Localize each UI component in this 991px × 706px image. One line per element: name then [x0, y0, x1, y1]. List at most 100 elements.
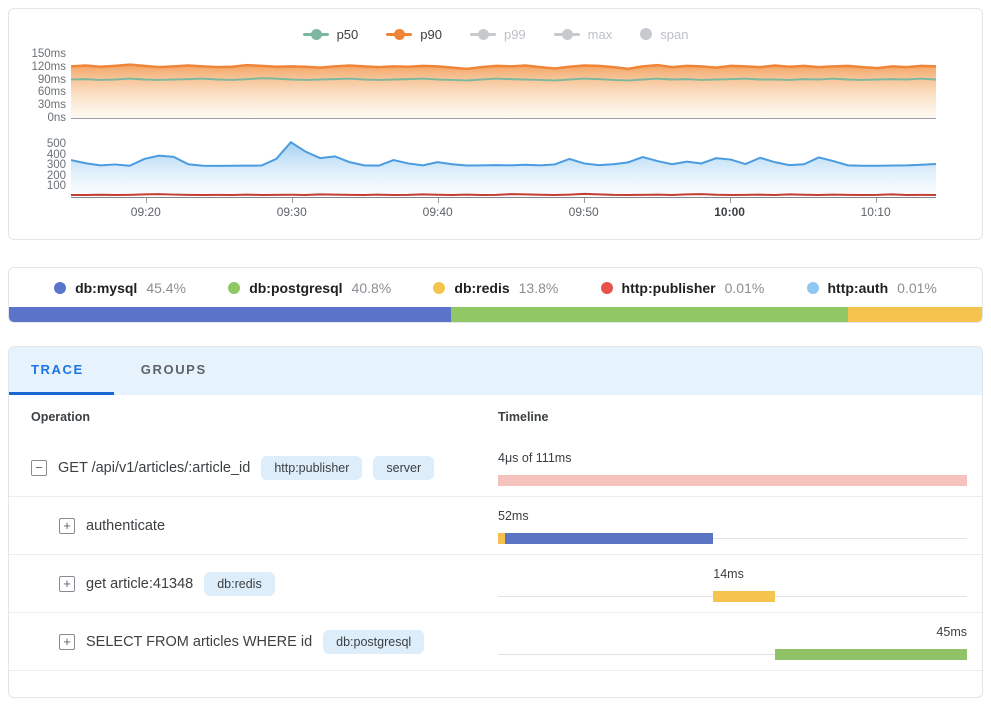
trace-row: + SELECT FROM articles WHERE id db:postgre…	[9, 613, 982, 671]
span-bar-segment[interactable]	[498, 475, 967, 486]
http-auth-dot-icon	[806, 281, 819, 294]
chip-http-publisher: http:publisher	[261, 455, 363, 480]
latency-panel: p50 p90 p99 max span 150ms 120ms 90ms 60ms 30ms 0…	[8, 8, 983, 240]
chip-server: server	[373, 455, 435, 480]
breakdown-label: db:postgresql	[249, 279, 343, 296]
y-tick-label: 30ms	[37, 99, 66, 112]
tab-groups[interactable]: GROUPS	[140, 362, 207, 377]
duration-label: 14ms	[713, 567, 744, 581]
p50-legend-marker-icon	[302, 28, 329, 40]
breakdown-label: http:auth	[827, 279, 889, 296]
chart-legend: p50 p90 p99 max span	[9, 22, 982, 46]
breakdown-bar	[9, 307, 982, 322]
breakdown-label: db:redis	[454, 279, 510, 296]
breakdown-item-db-postgresql[interactable]: db:postgresql 40.8%	[228, 280, 391, 296]
trace-rows: − GET /api/v1/articles/:article_id http:pu…	[9, 439, 982, 671]
operation-cell: + get article:41348 db:redis	[9, 555, 498, 612]
legend-item-span[interactable]: span	[640, 27, 688, 42]
x-tick-mark	[291, 197, 293, 203]
timeline-cell: 52ms	[498, 497, 982, 554]
x-tick-label: 09:30	[276, 204, 307, 219]
breakdown-bar-segment[interactable]	[9, 307, 451, 322]
span-bar-track	[498, 533, 967, 544]
db-mysql-dot-icon	[54, 281, 67, 294]
x-tick-mark	[145, 197, 147, 203]
x-tick-label: 10:00	[714, 204, 745, 219]
chip-db-redis: db:redis	[204, 571, 275, 596]
y-tick-label: 300	[46, 159, 66, 172]
legend-label: span	[660, 26, 689, 42]
latency-plot	[71, 54, 936, 119]
timeline-guide-line	[498, 538, 967, 539]
collapse-icon[interactable]: −	[31, 459, 47, 476]
breakdown-bar-segment[interactable]	[847, 307, 982, 322]
span-bar-segment[interactable]	[498, 533, 506, 544]
timeline-cell: 4μs of 111ms	[498, 439, 982, 496]
x-tick-mark	[729, 197, 731, 203]
x-tick-mark	[437, 197, 439, 203]
y-tick-label: 60ms	[37, 86, 66, 99]
span-bar-segment[interactable]	[713, 591, 776, 602]
span-bar-track	[498, 649, 967, 660]
db-redis-dot-icon	[433, 281, 446, 294]
expand-icon[interactable]: +	[59, 575, 75, 592]
breakdown-percentage: 40.8%	[351, 279, 392, 296]
trace-row: + get article:41348 db:redis 14ms	[9, 555, 982, 613]
breakdown-item-http-publisher[interactable]: http:publisher 0.01%	[600, 279, 764, 296]
tab-trace[interactable]: TRACE	[9, 347, 114, 395]
duration-label: 45ms	[936, 625, 967, 639]
y-tick-label: 500	[46, 138, 66, 151]
trace-row: + authenticate 52ms	[9, 497, 982, 555]
legend-label: p99	[503, 26, 526, 42]
max-legend-marker-icon	[553, 28, 580, 40]
http-publisher-dot-icon	[600, 281, 613, 294]
timeline-guide-line	[498, 654, 967, 655]
breakdown-panel: db:mysql 45.4% db:postgresql 40.8% db:redis 1…	[8, 267, 983, 323]
operation-cell: + SELECT FROM articles WHERE id db:postgre…	[9, 613, 498, 670]
breakdown-item-http-auth[interactable]: http:auth 0.01%	[806, 279, 937, 296]
x-axis-labels: 09:20 09:30 09:40 09:50 10:00 10:10	[71, 205, 936, 223]
p90-legend-marker-icon	[386, 28, 413, 40]
operation-label: GET /api/v1/articles/:article_id	[58, 459, 251, 476]
span-bar-segment[interactable]	[505, 533, 714, 544]
expand-icon[interactable]: +	[59, 517, 75, 534]
throughput-chart-block: 500 400 300 200 100	[9, 138, 982, 203]
legend-label: p90	[420, 26, 442, 42]
operation-label: authenticate	[86, 517, 166, 534]
legend-label: p50	[336, 26, 359, 42]
timeline-cell: 14ms	[498, 555, 982, 612]
duration-label: 4μs of 111ms	[498, 451, 572, 465]
throughput-plot	[71, 139, 936, 203]
x-tick-label: 10:10	[860, 204, 891, 219]
span-bar-segment[interactable]	[775, 649, 967, 660]
x-tick-mark	[583, 197, 585, 203]
breakdown-label: http:publisher	[621, 279, 716, 296]
x-tick-label: 09:20	[130, 204, 161, 219]
breakdown-legend: db:mysql 45.4% db:postgresql 40.8% db:redis 1…	[9, 268, 982, 307]
latency-chart-svg	[71, 63, 936, 118]
legend-item-p99[interactable]: p99	[469, 26, 526, 42]
breakdown-bar-segment[interactable]	[450, 307, 848, 322]
db-postgresql-dot-icon	[228, 281, 241, 294]
y-tick-label: 100	[46, 180, 66, 193]
breakdown-percentage: 13.8%	[518, 279, 559, 296]
throughput-y-axis: 500 400 300 200 100	[9, 138, 71, 198]
y-tick-label: 90ms	[37, 73, 66, 86]
legend-item-p90[interactable]: p90	[386, 27, 442, 42]
breakdown-item-db-redis[interactable]: db:redis 13.8%	[433, 280, 558, 296]
breakdown-percentage: 45.4%	[146, 279, 187, 296]
span-bar-track	[498, 475, 967, 486]
legend-item-max[interactable]: max	[553, 26, 613, 42]
expand-icon[interactable]: +	[59, 633, 75, 650]
timeline-column-header: Timeline	[498, 410, 549, 424]
breakdown-item-db-mysql[interactable]: db:mysql 45.4%	[54, 280, 186, 296]
operation-label: get article:41348	[86, 575, 194, 592]
chip-db-postgresql: db:postgresql	[323, 629, 425, 654]
legend-item-p50[interactable]: p50	[302, 26, 359, 42]
breakdown-label: db:mysql	[75, 279, 138, 296]
x-tick-label: 09:40	[422, 204, 453, 219]
p99-legend-marker-icon	[469, 28, 496, 40]
legend-label: max	[587, 26, 613, 42]
x-tick-mark	[875, 197, 877, 203]
